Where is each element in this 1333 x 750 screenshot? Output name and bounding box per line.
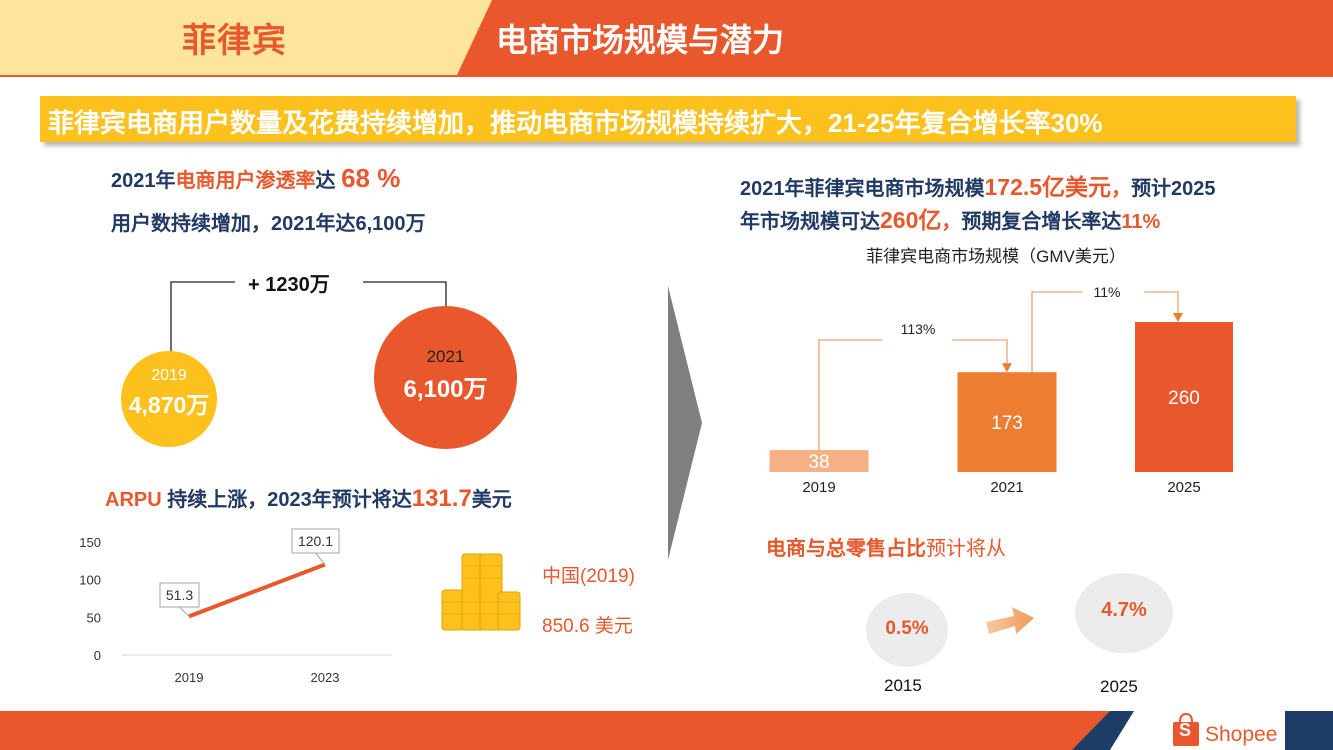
page-title: 电商市场规模与潜力 <box>496 22 785 58</box>
header-divider <box>0 75 1333 77</box>
gmv-bar <box>957 372 1057 472</box>
gmv-chart-title: 菲律宾电商市场规模（GMV美元） <box>866 247 1126 266</box>
users-growth-label: + 1230万 <box>248 274 330 296</box>
summary-banner-text: 菲律宾电商用户数量及花费持续增加，推动电商市场规模持续扩大，21-25年复合增长… <box>48 108 1103 138</box>
retail-2025-year: 2025 <box>1100 677 1138 696</box>
gmv-growth-connector <box>952 339 1008 367</box>
gmv-x-tick: 2021 <box>990 479 1023 496</box>
gmv-bar-label: 173 <box>991 413 1023 434</box>
gmv-bar <box>1135 322 1233 472</box>
arpu-title: ARPU 持续上涨，2023年预计将达131.7美元 <box>105 483 512 513</box>
users-count-line: 用户数持续增加，2021年达6,100万 <box>111 213 426 235</box>
arpu-series-line <box>188 562 326 619</box>
market-line2-c: ， <box>941 211 962 233</box>
users-2019-year: 2019 <box>151 367 187 384</box>
market-cagr-value: 11% <box>1121 211 1161 233</box>
retail-share-rest: 预计将从 <box>926 538 1006 560</box>
market-size-value: 172.5亿美元 <box>984 174 1112 200</box>
country-title: 菲律宾 <box>182 22 287 60</box>
users-line1-mid: 达 <box>315 170 342 192</box>
retail-share-title: 电商与总零售占比预计将从 <box>766 532 1006 561</box>
arpu-y-tick: 0 <box>94 648 101 663</box>
users-penetration-line: 2021年电商用户渗透率达 68 % <box>111 163 400 194</box>
gmv-bar-label: 38 <box>808 452 829 473</box>
gmv-growth-label: 11% <box>1094 284 1121 300</box>
summary-banner: 菲律宾电商用户数量及花费持续增加，推动电商市场规模持续扩大，21-25年复合增长… <box>40 96 1296 142</box>
arpu-y-tick: 50 <box>87 610 101 625</box>
gmv-bar-chart: 菲律宾电商市场规模（GMV美元） 38 2019 173 2021 260 2025 113%… <box>769 247 1233 496</box>
shopee-brand: Shopee <box>1205 723 1278 746</box>
users-2021-year: 2021 <box>426 347 465 366</box>
china-arpu-label: 中国(2019) <box>542 566 635 587</box>
market-line2-d: 预期复合增长率达 <box>961 211 1122 233</box>
users-2021-circle: 2021 6,100万 <box>374 306 517 449</box>
header-left-panel <box>0 0 500 75</box>
arpu-title-suffix: 美元 <box>471 489 512 511</box>
users-line1-highlight: 电商用户渗透率 <box>175 170 316 192</box>
arpu-y-tick: 100 <box>79 573 101 588</box>
arpu-data-label-box <box>159 582 200 608</box>
retail-2015-year: 2015 <box>884 676 922 695</box>
market-line1-a: 2021年菲律宾电商市场规模 <box>740 178 985 200</box>
retail-2015-value: 0.5% <box>885 618 929 639</box>
transition-arrow-icon <box>668 286 702 560</box>
gmv-bar-label: 260 <box>1168 388 1200 409</box>
arpu-line-chart: 0 50 100 150 2019 2023 51.3 120.1 <box>79 528 392 685</box>
users-line1-prefix: 2021年 <box>111 170 176 192</box>
users-penetration-value: 68 % <box>341 163 401 193</box>
users-2019-circle: 2019 4,870万 <box>121 351 217 447</box>
retail-2025-value: 4.7% <box>1101 599 1147 621</box>
gmv-x-tick: 2019 <box>802 479 835 496</box>
gmv-growth-connector <box>1031 291 1082 373</box>
arpu-x-tick: 2023 <box>311 670 340 685</box>
market-size-line2: 年市场规模可达260亿，预期复合增长率达11% <box>740 201 1160 235</box>
gmv-bar <box>769 450 869 472</box>
gmv-growth-label: 113% <box>901 321 936 337</box>
arpu-title-mid: 持续上涨，2023年预计将达 <box>161 489 412 511</box>
users-2019-value: 4,870万 <box>128 392 210 418</box>
gmv-growth-connector <box>818 339 882 451</box>
gmv-growth-arrowhead <box>1173 313 1183 322</box>
arpu-title-value: 131.7 <box>411 485 472 512</box>
gmv-growth-connector <box>1144 291 1179 316</box>
retail-share-highlight: 电商与总零售占比 <box>766 538 926 560</box>
retail-2015-circle: 0.5% <box>866 593 948 667</box>
arpu-y-tick: 150 <box>79 535 101 550</box>
arpu-data-label: 51.3 <box>166 587 193 603</box>
market-line2-a: 年市场规模可达 <box>740 211 880 233</box>
retail-2025-circle: 4.7% <box>1075 573 1173 653</box>
header-right-panel <box>457 0 1333 75</box>
shopee-logo-letter: S <box>1179 720 1192 740</box>
market-forecast-value: 260亿 <box>880 207 942 233</box>
gmv-growth-arrowhead <box>1002 363 1012 373</box>
arpu-data-label-leader <box>315 552 326 565</box>
arpu-data-label: 120.1 <box>298 533 333 549</box>
gmv-x-tick: 2025 <box>1167 479 1200 496</box>
market-size-line1: 2021年菲律宾电商市场规模172.5亿美元，预计2025 <box>740 168 1216 202</box>
arpu-x-tick: 2019 <box>175 670 204 685</box>
market-line1-c: ， <box>1111 178 1132 200</box>
gold-coins-icon <box>441 553 521 631</box>
arpu-data-label-leader <box>179 606 190 617</box>
china-arpu-value: 850.6 美元 <box>542 616 633 637</box>
increase-arrow-icon <box>986 607 1034 634</box>
arpu-title-prefix: ARPU <box>105 489 162 511</box>
users-2021-value: 6,100万 <box>403 376 488 403</box>
shopping-bag-icon <box>1173 712 1199 746</box>
market-line1-d: 预计2025 <box>1131 178 1216 200</box>
